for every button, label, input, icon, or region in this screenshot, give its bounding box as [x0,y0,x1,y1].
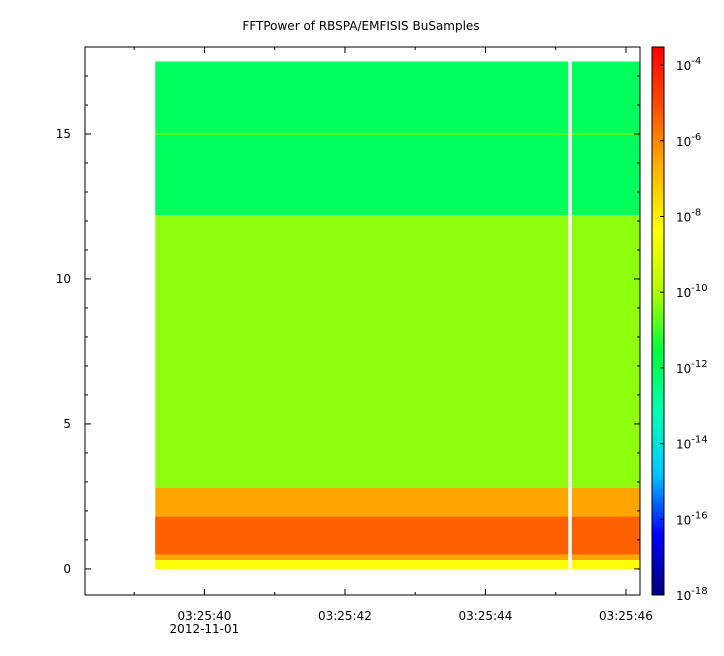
heatmap-band-3 [155,560,640,569]
plot-frame [84,46,641,596]
y-tick-label: 5 [63,417,71,431]
x-tick-sublabel: 2012-11-01 [170,622,240,636]
colorbar-tick-label: 10-10 [676,283,708,300]
y-axis: 0 5 10 15 [56,75,640,576]
colorbar-tick-label: 10-6 [676,132,701,149]
colorbar-tick-label: 10-4 [676,56,701,73]
chart-title: FFTPower of RBSPA/EMFISIS BuSamples [242,19,479,33]
heatmap-band-0 [155,61,640,216]
colorbar [651,46,665,596]
heatmap-band-core [155,516,640,555]
data-gap [568,60,572,570]
x-tick-label: 03:25:42 [318,609,372,623]
x-tick-label: 03:25:44 [458,609,512,623]
colorbar-tick-label: 10-16 [676,510,708,527]
x-tick-label: 03:25:40 [177,609,231,623]
y-tick-label: 0 [63,562,71,576]
colorbar-tick-label: 10-8 [676,207,701,224]
y-tick-label: 10 [56,272,71,286]
colorbar-ticks: 10-4 10-6 10-8 10-10 10-12 10-14 10-16 10-18 [660,56,708,603]
colorbar-tick-label: 10-14 [676,435,708,452]
x-tick-label: 03:25:46 [599,609,653,623]
colorbar-tick-label: 10-18 [676,586,708,603]
heatmap-band-1 [155,215,640,488]
y-tick-label: 15 [56,127,71,141]
spectrogram-heatmap [155,60,640,570]
colorbar-tick-label: 10-12 [676,359,708,376]
